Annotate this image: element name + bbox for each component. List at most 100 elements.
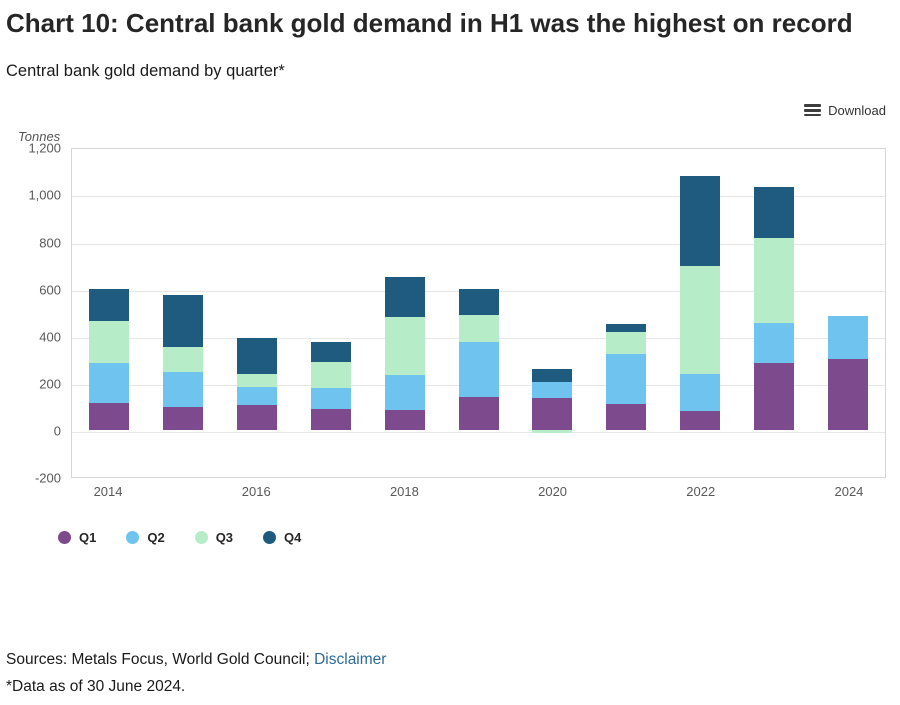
gridline <box>72 196 885 198</box>
legend-label: Q3 <box>215 530 234 546</box>
bar-segment-q2-2016[interactable] <box>236 386 277 406</box>
bar-segment-q2-2020[interactable] <box>532 381 573 399</box>
legend-label: Q1 <box>79 530 97 546</box>
bar-segment-q1-2014[interactable] <box>88 403 129 431</box>
bar-segment-q3-2015[interactable] <box>162 346 203 373</box>
chart-card: Download Tonnes 1,200 1,000 800 600 400 200 0 -… <box>6 99 890 545</box>
bar-segment-q3-2018[interactable] <box>384 317 425 375</box>
x-tick-label-2024: 2024 <box>834 484 864 500</box>
bar-segment-q1-2019[interactable] <box>458 397 499 431</box>
gridline <box>72 243 885 245</box>
bar-segment-q1-2017[interactable] <box>310 408 351 431</box>
x-tick-label-2016: 2016 <box>241 484 271 500</box>
bar-segment-q1-2016[interactable] <box>236 405 277 431</box>
bar-segment-q4-2014[interactable] <box>88 288 129 321</box>
y-tick-label: -200 <box>34 470 61 486</box>
y-tick-label: 0 <box>53 423 61 439</box>
bar-segment-q1-2022[interactable] <box>680 411 721 431</box>
disclaimer-link[interactable]: Disclaimer <box>314 651 387 668</box>
y-tick-label: 1,000 <box>28 187 61 203</box>
bar-segment-q3-2021[interactable] <box>606 332 647 354</box>
bar-2018 <box>384 149 425 477</box>
y-tick-label: 400 <box>39 329 61 345</box>
bar-segment-q4-2015[interactable] <box>162 294 203 347</box>
chart-subtitle: Central bank gold demand by quarter* <box>6 62 285 81</box>
legend-dot-q4 <box>263 531 277 545</box>
footer: Sources: Metals Focus, World Gold Counci… <box>6 651 386 696</box>
bar-segment-q1-2020[interactable] <box>532 398 573 431</box>
legend-dot-q1 <box>58 531 71 545</box>
bar-segment-q2-2014[interactable] <box>88 363 129 404</box>
bar-segment-q4-2016[interactable] <box>236 338 277 374</box>
bar-segment-q3-2022[interactable] <box>680 266 721 374</box>
bar-segment-q1-2018[interactable] <box>384 410 425 431</box>
bar-2024 <box>828 149 869 477</box>
bar-2020 <box>532 149 573 477</box>
x-tick-label-2014: 2014 <box>93 484 123 500</box>
bar-segment-q3-2017[interactable] <box>310 361 351 388</box>
bar-segment-q1-2024[interactable] <box>828 359 869 431</box>
bar-segment-q4-2023[interactable] <box>754 187 795 239</box>
bar-segment-q3-2016[interactable] <box>236 373 277 387</box>
gridline <box>72 432 885 434</box>
download-label: Download <box>828 102 886 118</box>
bar-segment-q2-2015[interactable] <box>162 372 203 407</box>
sources-text: Sources: Metals Focus, World Gold Counci… <box>6 651 315 668</box>
x-tick-label-2020: 2020 <box>538 484 568 500</box>
legend-item-q3[interactable]: Q3 <box>194 530 234 546</box>
bar-2014 <box>88 149 129 477</box>
bar-segment-q1-2021[interactable] <box>606 404 647 431</box>
bar-segment-q2-2017[interactable] <box>310 387 351 409</box>
bar-segment-q1-2023[interactable] <box>754 363 795 431</box>
page-title: Chart 10: Central bank gold demand in H1… <box>6 8 853 38</box>
bar-2022 <box>680 149 721 477</box>
bar-segment-q2-2019[interactable] <box>458 341 499 398</box>
legend-dot-q3 <box>194 531 208 545</box>
y-tick-label: 600 <box>39 282 61 298</box>
bar-segment-q2-2023[interactable] <box>754 322 795 363</box>
legend-item-q1[interactable]: Q1 <box>58 530 96 545</box>
bar-2019 <box>458 149 499 477</box>
bar-segment-q3-2020[interactable] <box>532 430 573 433</box>
x-tick-label-2018: 2018 <box>389 484 419 500</box>
download-button[interactable]: Download <box>804 103 886 118</box>
legend-item-q4[interactable]: Q4 <box>263 530 301 545</box>
bar-segment-q2-2018[interactable] <box>384 374 425 411</box>
legend-dot-q2 <box>126 531 140 545</box>
y-tick-label: 800 <box>39 235 61 251</box>
bar-segment-q4-2022[interactable] <box>680 175 721 267</box>
bar-segment-q4-2017[interactable] <box>310 341 351 362</box>
bar-2015 <box>162 149 203 477</box>
bar-segment-q4-2021[interactable] <box>606 324 647 333</box>
bar-segment-q1-2015[interactable] <box>162 406 203 431</box>
bar-segment-q4-2019[interactable] <box>458 288 499 315</box>
bar-segment-q3-2023[interactable] <box>754 238 795 323</box>
bar-2021 <box>606 149 647 477</box>
bar-segment-q3-2014[interactable] <box>88 320 129 363</box>
bar-segment-q2-2022[interactable] <box>680 373 721 412</box>
bar-2023 <box>754 149 795 477</box>
legend-label: Q4 <box>284 530 302 546</box>
bar-segment-q4-2018[interactable] <box>384 276 425 318</box>
bar-2016 <box>236 149 277 477</box>
bar-2017 <box>310 149 351 477</box>
sources-line: Sources: Metals Focus, World Gold Counci… <box>6 651 386 669</box>
plot-wrap: 1,200 1,000 800 600 400 200 0 -200 <box>28 141 886 486</box>
bar-segment-q3-2019[interactable] <box>458 314 499 342</box>
y-tick-label: 1,200 <box>28 140 61 156</box>
plot-area <box>71 148 886 479</box>
hamburger-menu-icon <box>804 104 822 117</box>
x-tick-label-2022: 2022 <box>686 484 716 500</box>
bar-segment-q2-2021[interactable] <box>606 353 647 405</box>
data-footnote: *Data as of 30 June 2024. <box>6 678 186 695</box>
legend-item-q2[interactable]: Q2 <box>126 530 165 546</box>
legend: Q1 Q2 Q3 Q4 <box>58 530 890 545</box>
x-axis-labels: 2014 2016 2018 2020 2022 2024 <box>71 484 886 504</box>
bar-segment-q4-2020[interactable] <box>532 368 573 382</box>
legend-label: Q2 <box>147 530 165 546</box>
y-axis-unit-label: Tonnes <box>18 129 61 145</box>
y-tick-label: 200 <box>39 376 61 392</box>
bar-segment-q2-2024[interactable] <box>828 315 869 360</box>
y-axis-labels: 1,200 1,000 800 600 400 200 0 -200 <box>6 141 64 486</box>
